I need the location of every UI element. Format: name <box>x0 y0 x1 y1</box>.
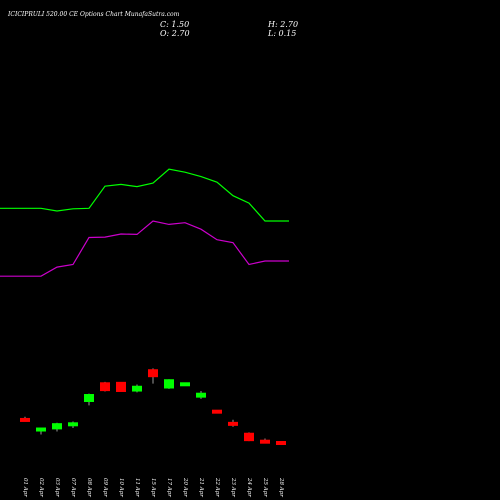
candle-body <box>212 409 222 414</box>
x-tick-label: 09 Apr <box>102 478 108 497</box>
candle-body <box>36 427 46 432</box>
low-price: L: 0.15 <box>267 29 296 38</box>
candle-body <box>52 423 62 430</box>
x-tick-label: 02 Apr <box>38 478 44 497</box>
candle-body <box>260 439 270 444</box>
x-tick-label: 07 Apr <box>70 478 76 497</box>
x-tick-label: 21 Apr <box>198 477 204 497</box>
x-tick-label: 15 Apr <box>150 478 156 497</box>
chart-title: ICICIPRULI 520.00 CE Options Chart Munaf… <box>7 11 180 18</box>
x-tick-label: 28 Apr <box>278 477 284 497</box>
candle-body <box>244 432 254 442</box>
x-tick-label: 23 Apr <box>230 477 236 497</box>
x-tick-label: 03 Apr <box>54 478 60 497</box>
ma-fast-line <box>0 168 289 222</box>
candle-body <box>68 422 78 427</box>
candle-body <box>148 369 158 378</box>
candle-body <box>100 382 110 392</box>
x-tick-label: 24 Apr <box>246 477 252 497</box>
x-tick-label: 11 Apr <box>134 478 140 497</box>
candle-body <box>20 417 30 422</box>
x-tick-label: 25 Apr <box>262 477 268 497</box>
candle-body <box>116 381 126 392</box>
x-tick-label: 20 Apr <box>182 477 188 497</box>
candle-body <box>164 379 174 389</box>
candle-body <box>228 421 238 426</box>
candle-body <box>276 441 286 446</box>
x-tick-label: 10 Apr <box>118 478 124 497</box>
close-price: C: 1.50 <box>160 20 189 29</box>
open-price: O: 2.70 <box>160 29 190 38</box>
x-axis-labels: 01 Apr 02 Apr 03 Apr 07 Apr 08 Apr 09 Apr 10 A… <box>22 477 284 497</box>
candle-body <box>196 392 206 398</box>
x-tick-label: 01 Apr <box>22 478 28 497</box>
high-price: H: 2.70 <box>267 20 298 29</box>
candle-body <box>180 382 190 387</box>
candle-body <box>84 394 94 402</box>
x-tick-label: 17 Apr <box>166 478 172 497</box>
x-tick-label: 22 Apr <box>214 477 220 497</box>
moving-average-lines <box>0 168 289 277</box>
candles-group <box>20 368 286 446</box>
ma-slow-line <box>0 220 289 277</box>
x-tick-label: 08 Apr <box>86 478 92 497</box>
candle-body <box>132 385 142 392</box>
